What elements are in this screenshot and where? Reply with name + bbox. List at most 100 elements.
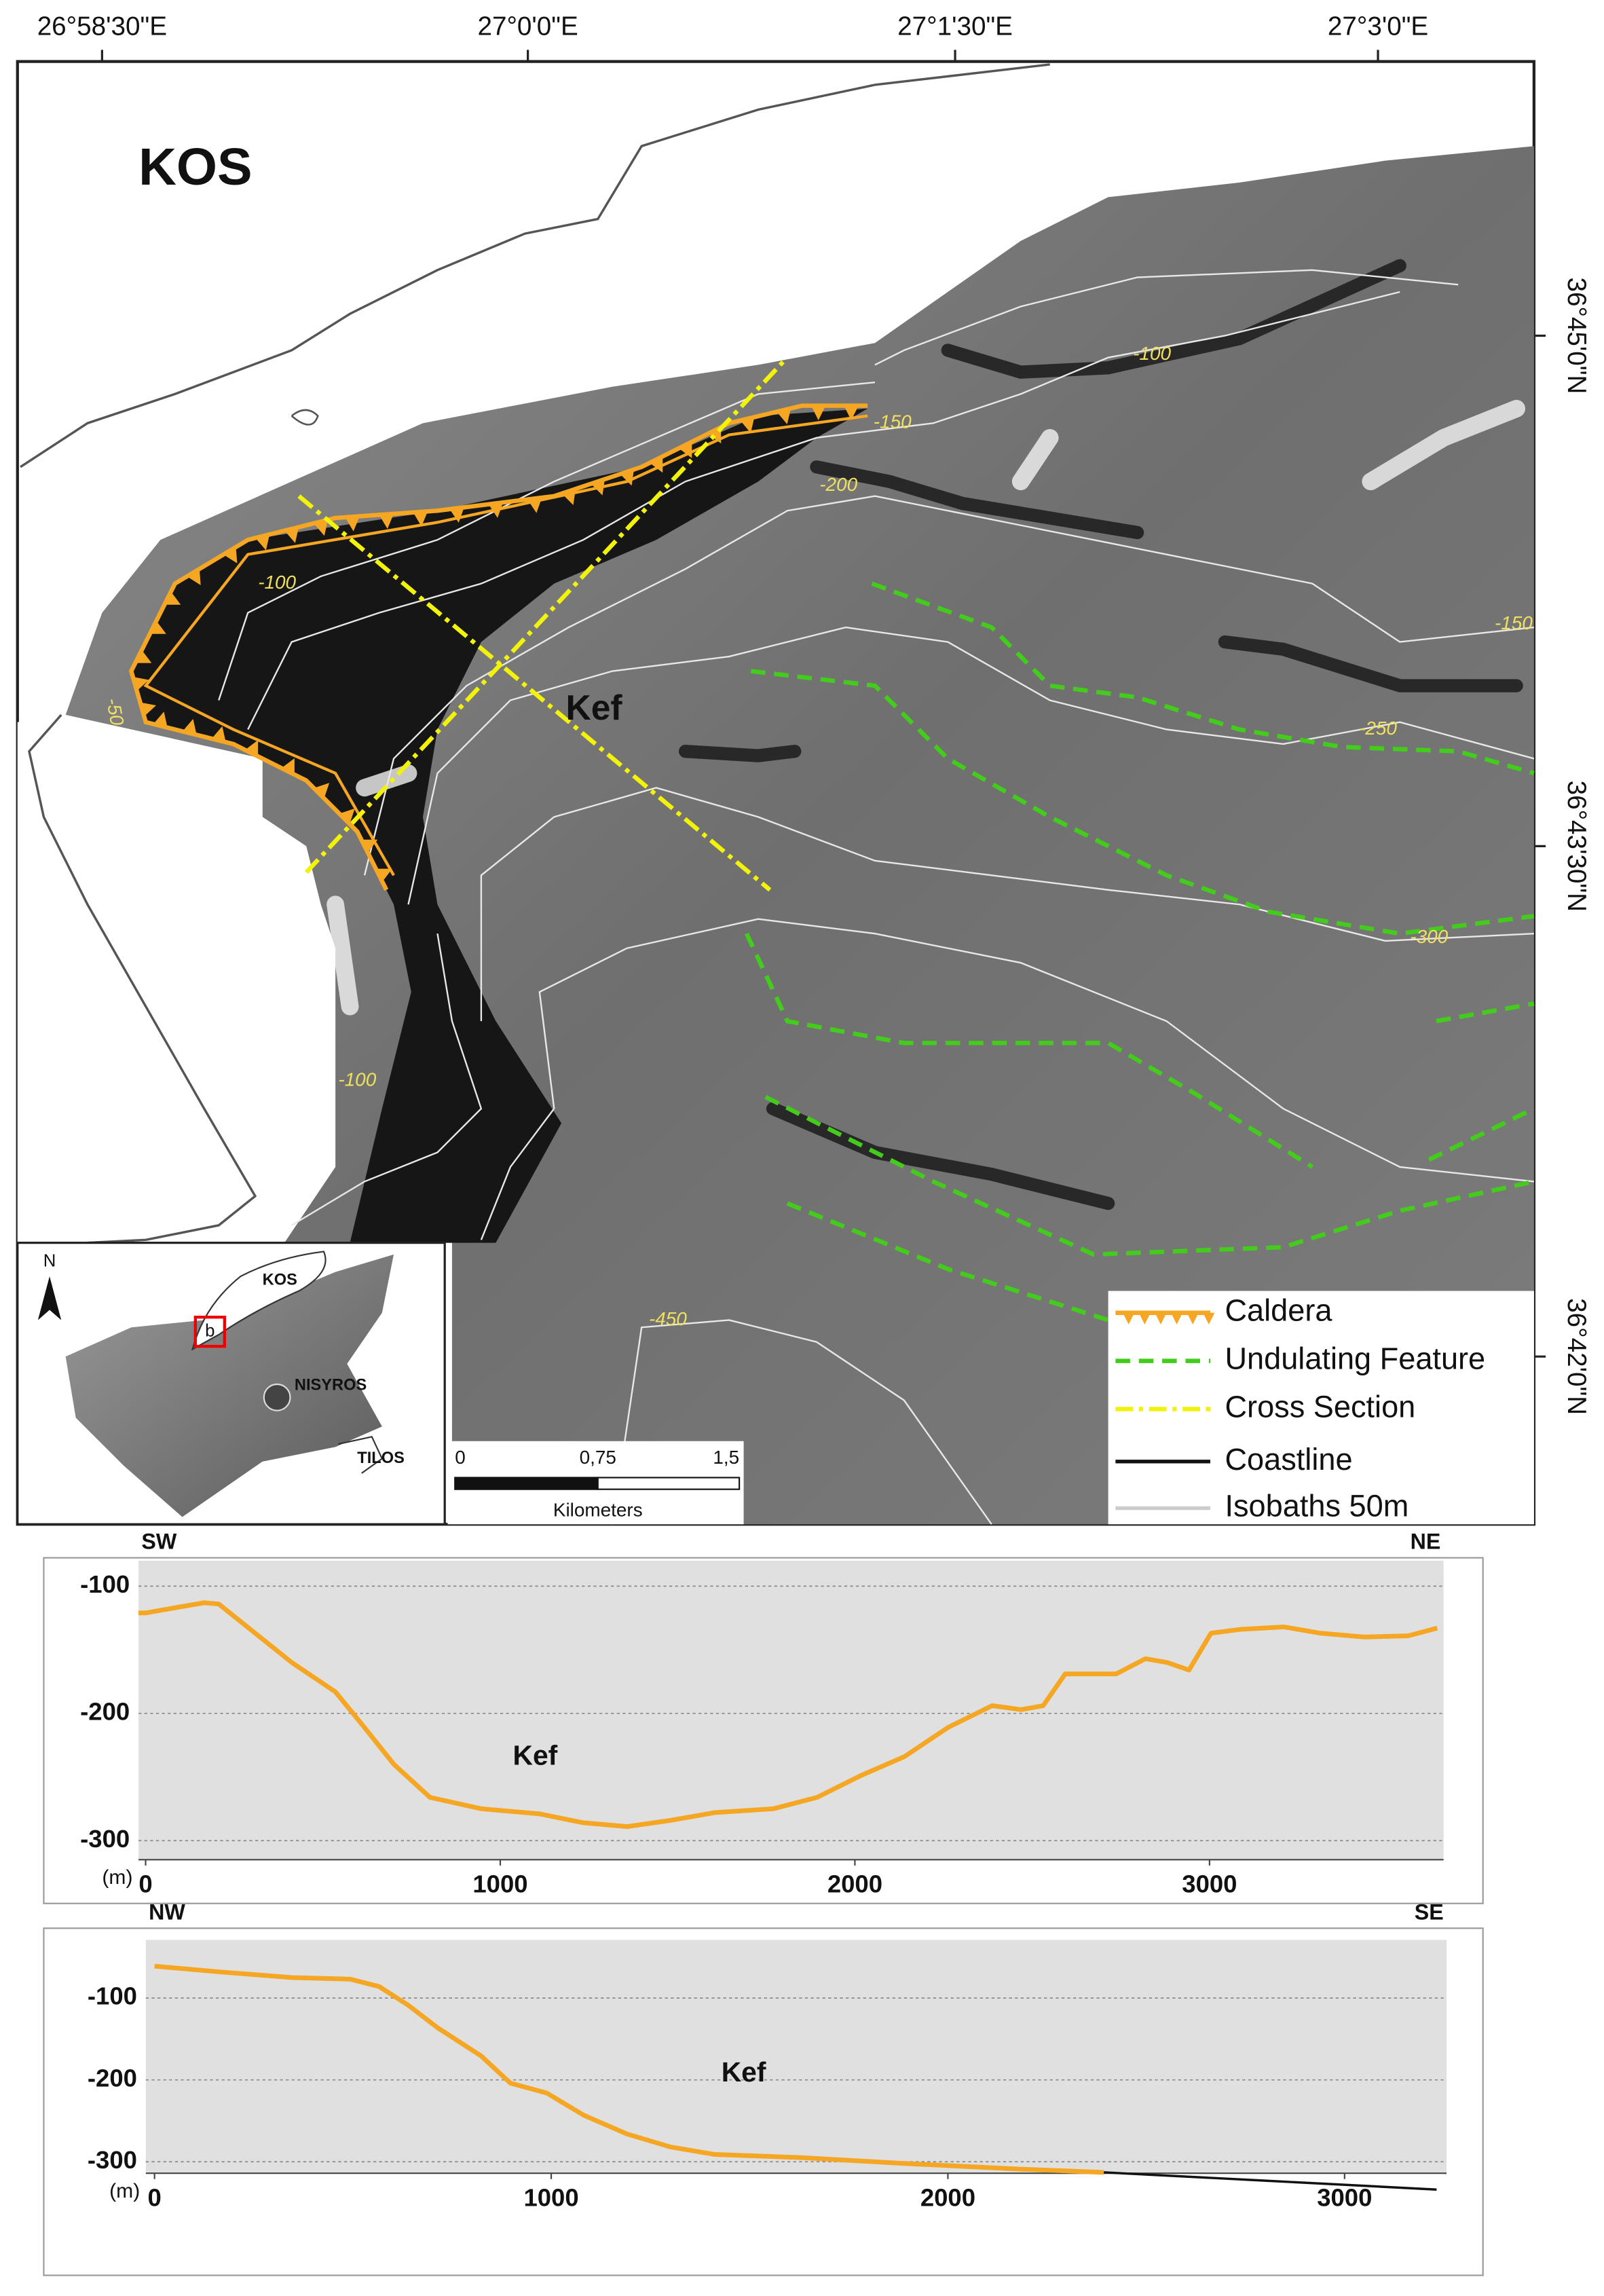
legend-label: Caldera	[1225, 1293, 1332, 1328]
legend-caldera-tick	[1170, 1312, 1183, 1325]
legend-label: Coastline	[1225, 1442, 1352, 1477]
scale-label: 1,5	[713, 1447, 739, 1468]
profile-annotation: Kef	[513, 1740, 558, 1771]
ridge	[810, 460, 1144, 540]
caldera-tick	[449, 507, 464, 523]
caldera-tick	[149, 621, 166, 634]
caldera-tick	[164, 591, 181, 605]
ridge	[678, 745, 802, 762]
caldera-tick	[223, 547, 238, 563]
profile-line	[138, 1600, 1438, 1829]
legend-caldera-tick	[1187, 1312, 1199, 1325]
caldera-tick	[777, 408, 791, 424]
inset-volcano	[263, 1383, 291, 1411]
caldera-tick	[561, 489, 576, 505]
undulating-feature	[1428, 1107, 1535, 1162]
undulating-feature	[744, 932, 1314, 1169]
isobath-label: -100	[338, 1069, 376, 1090]
caldera-tick	[413, 511, 428, 527]
scale-segment	[597, 1477, 741, 1490]
legend-caldera-tick	[1123, 1312, 1135, 1325]
coastline	[20, 63, 1050, 468]
caldera-tick	[650, 456, 663, 473]
profile-left-label: NW	[149, 1900, 185, 1924]
profile-line	[1104, 2171, 1437, 2191]
caldera-tick	[361, 839, 378, 853]
y-tick-label: -300	[80, 1825, 130, 1853]
caldera-tick	[132, 677, 149, 691]
legend-caldera-tick	[1138, 1312, 1151, 1325]
cross-section	[297, 494, 772, 892]
scale-label: 0	[455, 1447, 466, 1468]
caldera-tick	[211, 726, 226, 743]
latitude-label: 36°42'0"N	[1562, 1298, 1591, 1415]
profile-left-label: SW	[141, 1530, 176, 1554]
caldera-tick	[284, 527, 299, 543]
ridge	[1218, 635, 1523, 692]
caldera-tick	[844, 405, 859, 421]
deep-band	[131, 408, 868, 1243]
legend-label: Undulating Feature	[1225, 1341, 1485, 1376]
caldera-tick	[182, 719, 197, 735]
isobath-label: -250	[1359, 718, 1397, 739]
x-tick-label: 2000	[920, 2183, 975, 2211]
caldera-tick	[281, 758, 295, 775]
undulating-feature	[750, 669, 1535, 936]
caldera-tick	[339, 808, 355, 824]
profile-right-label: SE	[1415, 1900, 1444, 1924]
caldera-tick	[591, 479, 605, 496]
caldera-tick	[620, 469, 634, 486]
isobath	[480, 1108, 555, 1240]
inset-label: NISYROS	[295, 1376, 367, 1394]
isobath	[538, 918, 1535, 1183]
x-tick-label: 1000	[472, 1870, 527, 1898]
caldera-tick	[740, 417, 755, 433]
scale-segment	[454, 1477, 599, 1490]
caldera-tick	[255, 534, 270, 551]
scale-unit: Kilometers	[553, 1499, 643, 1520]
x-tick-label: 1000	[523, 2183, 578, 2211]
y-tick-label: -200	[80, 1697, 130, 1725]
caldera-rim	[143, 414, 868, 876]
y-tick-label: -100	[80, 1570, 130, 1598]
x-tick-label: 0	[138, 1870, 152, 1898]
inset-label: TILOS	[357, 1449, 405, 1467]
inset-label: KOS	[263, 1272, 297, 1289]
legend-label: Cross Section	[1225, 1389, 1415, 1424]
highlight	[1362, 399, 1525, 491]
x-tick-label: 0	[148, 2183, 162, 2211]
legend-label: Isobaths 50m	[1225, 1489, 1409, 1523]
longitude-label: 26°58'30"E	[37, 12, 167, 41]
caldera-tick	[810, 405, 826, 421]
plot-area	[138, 1560, 1444, 1860]
profile-line	[154, 1963, 1104, 2175]
legend-caldera-tick	[1155, 1312, 1167, 1325]
isobath	[612, 1319, 992, 1525]
isobath	[291, 933, 483, 1226]
ridge	[941, 259, 1406, 379]
y-axis-label: (m)	[109, 2180, 140, 2202]
caldera-tick	[708, 427, 722, 444]
isobath	[363, 495, 1535, 876]
x-tick-label: 3000	[1182, 1870, 1237, 1898]
profile-right-label: NE	[1411, 1530, 1441, 1554]
y-tick-label: -300	[88, 2146, 137, 2174]
isobath-label: -450	[649, 1308, 687, 1329]
cross-section	[304, 360, 785, 874]
scale-label: 0,75	[580, 1447, 616, 1468]
isobath-label: -150	[1495, 612, 1533, 633]
inset-marker	[193, 1316, 226, 1348]
inset-marker-label: b	[205, 1321, 215, 1340]
caldera-tick	[187, 569, 201, 585]
y-tick-label: -100	[88, 1982, 137, 2010]
longitude-label: 27°0'0"E	[477, 12, 578, 41]
caldera-tick	[140, 702, 157, 717]
caldera-tick	[375, 868, 392, 882]
isobath-label: -100	[258, 572, 296, 593]
plot-area	[145, 1940, 1447, 2174]
caldera-tick	[153, 711, 168, 728]
legend-box	[1108, 1291, 1534, 1525]
isobath	[247, 291, 1400, 730]
